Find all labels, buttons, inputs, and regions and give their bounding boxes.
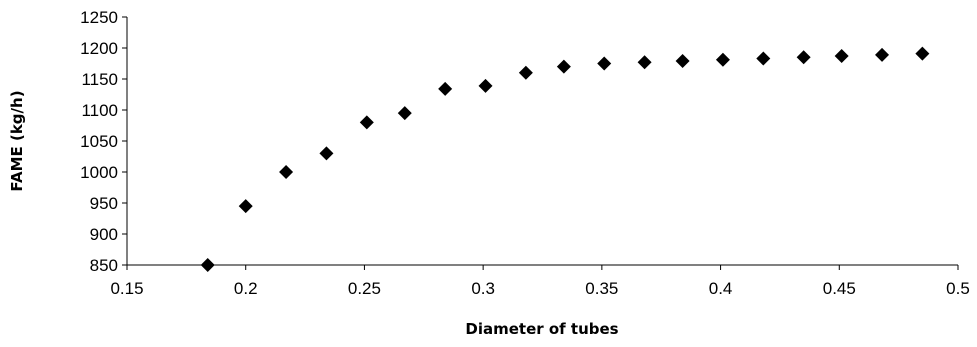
data-point-marker xyxy=(915,46,930,61)
x-tick-label: 0.4 xyxy=(709,279,733,298)
y-tick-label: 1100 xyxy=(81,101,118,120)
x-axis-title: Diameter of tubes xyxy=(465,320,618,338)
x-tick-label: 0.2 xyxy=(234,279,258,298)
data-point-marker xyxy=(478,78,493,93)
y-tick-label: 950 xyxy=(90,194,118,213)
x-tick-label: 0.3 xyxy=(471,279,495,298)
x-tick-label: 0.45 xyxy=(823,279,856,298)
y-tick-label: 1150 xyxy=(81,70,118,89)
y-axis: 850 900 950 1000 1050 1100 1150 1200 1250 xyxy=(80,8,128,275)
data-point-marker xyxy=(438,81,453,96)
y-tick-label: 850 xyxy=(90,256,118,275)
y-tick-group: 850 900 950 1000 1050 1100 1150 1200 1250 xyxy=(80,8,127,275)
y-tick-label: 1200 xyxy=(80,39,118,58)
x-tick-label: 0.25 xyxy=(348,279,381,298)
data-point-marker xyxy=(756,51,771,66)
y-tick-label: 1050 xyxy=(80,132,118,151)
data-point-marker xyxy=(796,50,811,65)
data-point-marker xyxy=(675,54,690,69)
data-point-marker xyxy=(875,47,890,62)
data-point-marker xyxy=(834,49,849,64)
data-point-marker xyxy=(238,199,253,214)
data-point-marker xyxy=(359,115,374,130)
data-point-marker xyxy=(200,258,215,272)
x-axis: 0.15 0.2 0.25 0.3 0.35 0.4 0.45 0.5 xyxy=(110,264,970,298)
data-point-marker xyxy=(279,165,294,179)
data-point-marker xyxy=(319,146,334,161)
data-point-marker xyxy=(518,65,533,80)
data-point-marker xyxy=(597,56,612,71)
data-point-marker xyxy=(397,106,412,121)
data-point-marker xyxy=(637,55,652,70)
x-tick-label: 0.35 xyxy=(585,279,618,298)
y-axis-title: FAME (kg/h) xyxy=(8,90,26,191)
y-tick-label: 900 xyxy=(90,225,118,244)
y-tick-label: 1250 xyxy=(80,8,118,27)
data-points xyxy=(200,46,930,272)
data-point-marker xyxy=(715,52,730,67)
y-tick-label: 1000 xyxy=(80,163,118,182)
data-point-marker xyxy=(556,59,571,74)
x-tick-label: 0.5 xyxy=(946,279,970,298)
x-tick-label: 0.15 xyxy=(110,279,143,298)
x-tick-group: 0.15 0.2 0.25 0.3 0.35 0.4 0.45 0.5 xyxy=(110,265,970,298)
